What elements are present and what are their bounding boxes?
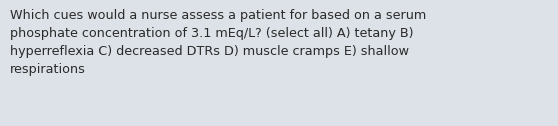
Text: Which cues would a nurse assess a patient for based on a serum
phosphate concent: Which cues would a nurse assess a patien… — [10, 9, 426, 76]
